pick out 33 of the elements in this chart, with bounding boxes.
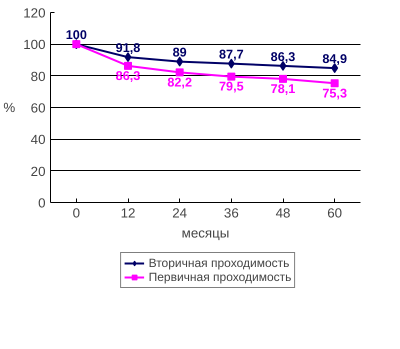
legend-label: Первичная проходимость — [148, 270, 292, 284]
data-label: 75,3 — [322, 86, 347, 100]
y-tick-label: 40 — [30, 132, 46, 148]
y-tick-label: 120 — [23, 6, 46, 20]
x-tick-label: 0 — [72, 206, 80, 220]
data-label: 87,7 — [219, 48, 244, 62]
data-label: 89 — [172, 46, 187, 60]
x-tick-label: 36 — [224, 206, 239, 220]
legend-label: Вторичная проходимость — [148, 256, 290, 270]
data-label: 82,2 — [167, 75, 192, 90]
data-label: 100 — [66, 28, 87, 42]
data-label: 84,9 — [322, 52, 347, 66]
data-label: 91,8 — [116, 41, 140, 56]
y-tick-label: 80 — [30, 68, 46, 84]
x-tick-label: 24 — [172, 206, 188, 220]
y-axis-title: % — [3, 100, 16, 115]
x-tick-label: 48 — [276, 206, 290, 220]
y-tick-label: 0 — [38, 196, 46, 210]
y-tick-label: 60 — [30, 100, 46, 116]
x-axis-title: месяцы — [182, 226, 230, 240]
data-label: 79,5 — [219, 80, 244, 94]
y-tick-label: 100 — [23, 37, 46, 52]
x-tick-label: 12 — [120, 206, 136, 220]
point — [176, 68, 184, 76]
y-tick-label: 20 — [30, 164, 46, 179]
point — [330, 79, 339, 88]
point — [176, 56, 184, 67]
data-label: 78,1 — [270, 82, 296, 96]
point — [227, 72, 236, 81]
x-tick-label: 60 — [327, 206, 342, 220]
data-label: 86,3 — [270, 50, 296, 64]
point — [279, 74, 287, 83]
point — [124, 62, 132, 70]
